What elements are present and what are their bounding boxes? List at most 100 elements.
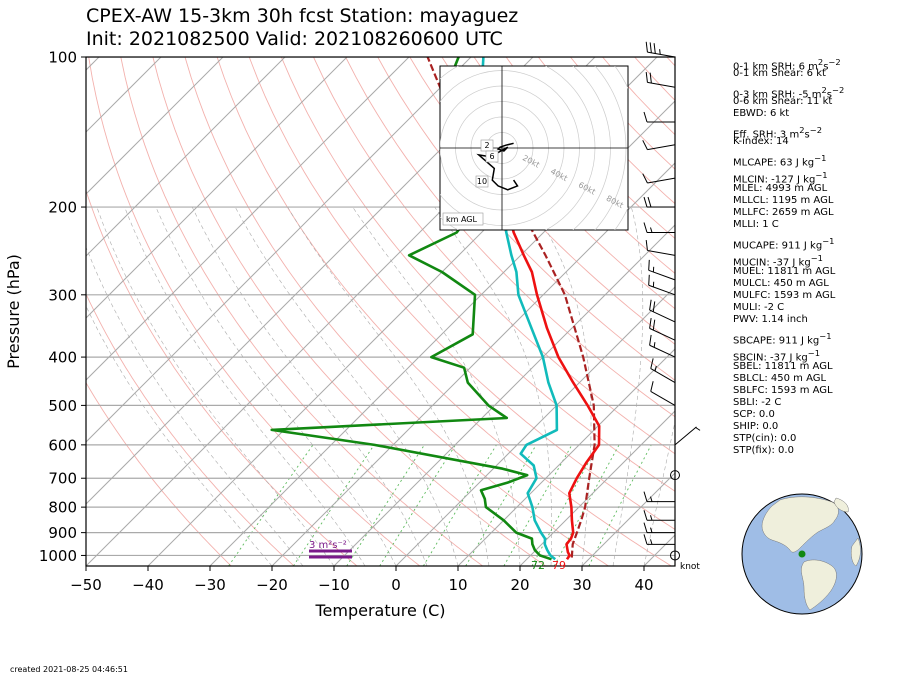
y-tick-label: 100 [48,49,77,67]
barb-flag [649,334,652,346]
index-line: SBLI: -2 C [733,397,782,408]
isotherm [86,57,286,257]
wind-barb [650,358,676,384]
mixing-ratio-line [379,444,456,566]
index-line: EBWD: 6 kt [733,108,790,119]
y-tick-label: 900 [48,524,77,542]
plot-border [85,56,676,567]
wind-barb [642,173,676,184]
chart-title: CPEX-AW 15-3km 30h fcst Station: mayague… [86,5,519,27]
y-tick-label: 300 [48,286,77,304]
barb-shaft [648,269,676,281]
mixing-ratio-line [346,444,425,566]
barb-flag [642,173,648,184]
index-line: Eff. SRH: 3 m2s−2 [733,125,823,141]
barb-flag [652,301,656,312]
index-line: MLLFC: 2659 m AGL [733,207,834,218]
isotherm [271,162,675,566]
moist-adiabat [86,246,304,566]
dry-adiabat [345,57,675,418]
x-axis-label: Temperature (C) [314,601,445,620]
mixing-ratio-line [531,444,599,566]
barb-shaft [650,390,676,406]
wind-barbs: knot [642,41,700,572]
index-line: STP(fix): 0.0 [733,445,794,456]
barb-flag [649,72,652,84]
srh-label: 3 m²s⁻² [309,540,347,551]
barb-half-flag [650,496,653,502]
wind-barb [645,41,676,58]
barb-half-flag [650,515,653,521]
x-tick-label: −40 [132,576,164,594]
barb-flag [647,196,652,208]
mixing-ratio-line [423,444,497,566]
barb-flag [649,42,652,53]
barb-flag [648,274,650,286]
wind-barb [643,522,675,534]
wind-barb [649,317,676,341]
station-globe [741,493,863,615]
barb-flag [645,71,648,83]
barb-flag [645,240,648,251]
index-line: MLLCL: 1195 m AGL [733,195,834,206]
hodograph-trace [476,142,519,191]
barb-flag [643,534,648,545]
mixing-ratio-line [228,444,314,566]
index-line: PWV: 1.14 inch [733,314,808,325]
isotherm [86,57,224,195]
y-tick-label: 800 [48,499,77,517]
isotherm [457,348,675,566]
dry-adiabat [86,189,358,566]
barb-shaft [647,249,676,256]
wind-barb [643,510,675,521]
wind-barb [642,140,676,151]
moist-adiabat [96,206,335,566]
isotherm [86,57,348,319]
dry-adiabat [184,57,609,566]
index-line: MLEL: 4993 m AGL [733,183,828,194]
barb-half-flag [659,49,661,55]
x-tick-label: 30 [572,576,591,594]
barb-flag [643,491,648,502]
barb-half-flag [654,365,657,372]
index-line: SBLFC: 1593 m AGL [733,385,833,396]
barb-shaft [647,177,676,184]
index-line: SBLCL: 450 m AGL [733,373,827,384]
index-line: MLCAPE: 63 J kg−1 [733,153,827,169]
x-tick-label: 40 [634,576,653,594]
barb-flag [643,196,648,208]
barb-flag [643,522,648,533]
station-marker [798,550,806,558]
wind-barb [643,534,675,545]
isotherm [333,224,675,566]
index-line: SBEL: 11811 m AGL [733,361,833,372]
barb-shaft [674,426,697,446]
wind-barb [645,71,676,88]
barb-flag [649,317,652,329]
index-line: SHIP: 0.0 [733,421,779,432]
isotherm [519,410,675,566]
wind-barb [643,222,675,234]
moist-adiabat [643,419,675,566]
globe-west-africa [850,537,861,567]
barb-shaft [647,81,676,88]
wind-barb [643,196,675,208]
wind-barb [650,381,676,406]
dry-adiabat [280,57,675,492]
dry-adiabat [152,57,546,566]
barb-flag [652,319,656,331]
wind-barb [648,274,676,296]
y-tick-label: 500 [48,397,77,415]
moist-adiabat [612,206,644,566]
x-tick-label: −20 [256,576,288,594]
x-tick-label: 20 [510,576,529,594]
isotherm [209,100,675,566]
index-line: MULI: -2 C [733,302,785,313]
dry-adiabat [409,57,675,345]
index-line: 0-1 km Shear: 6 kt [733,68,826,79]
moist-adiabat [124,206,366,566]
index-line: SCP: 0.0 [733,409,775,420]
